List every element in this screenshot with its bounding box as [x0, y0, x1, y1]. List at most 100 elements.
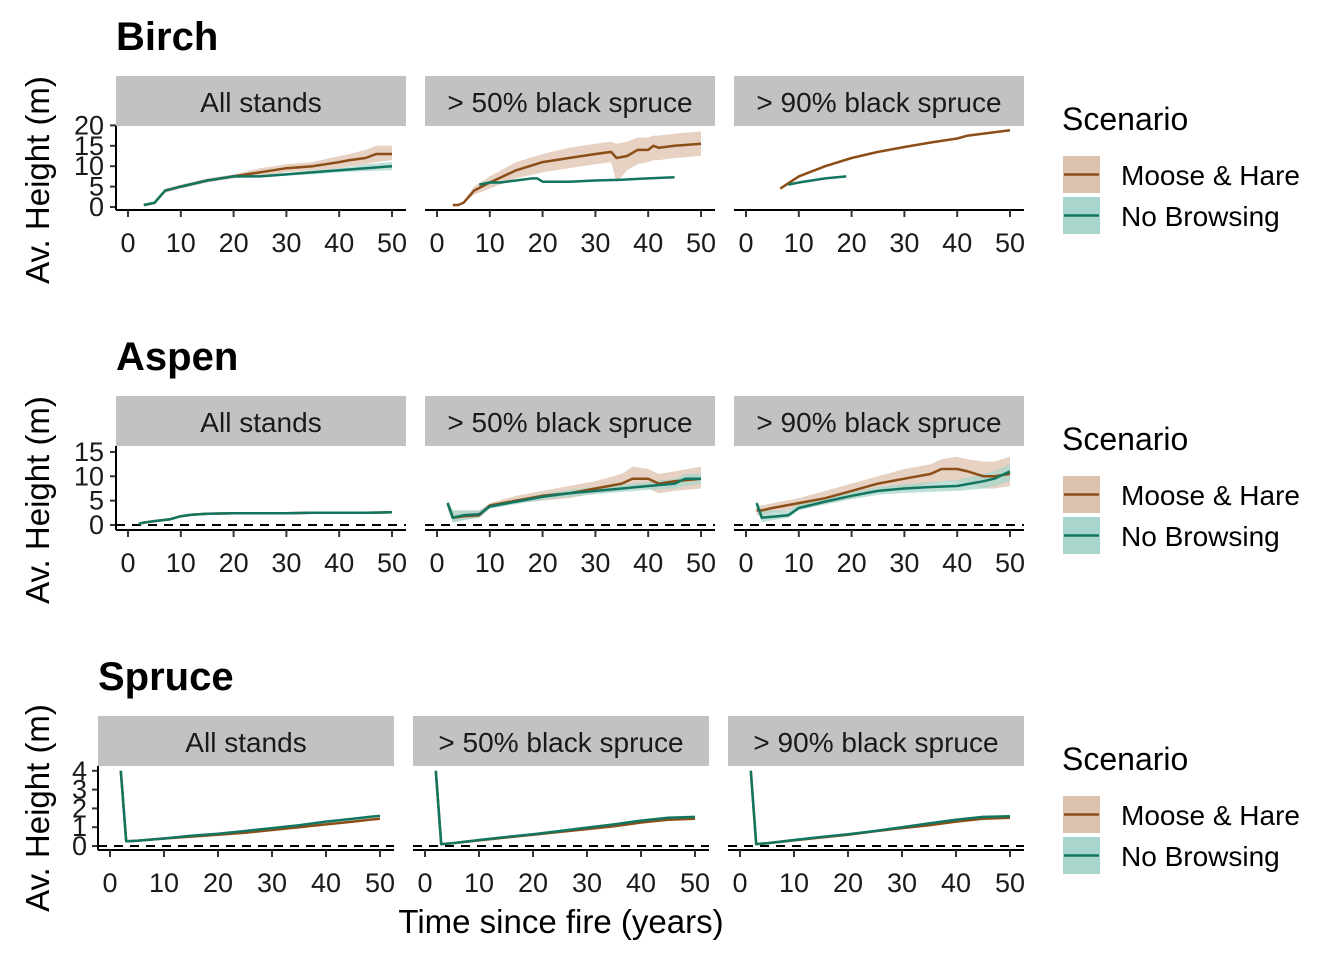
- x-tick-label: 30: [580, 548, 610, 578]
- facet-panel: All stands 0 10 20 30 40 50: [116, 396, 407, 578]
- facet-strip: [413, 716, 709, 766]
- legend-title: Scenario: [1062, 421, 1188, 457]
- x-tick-label: 40: [633, 548, 663, 578]
- chart-title: Aspen: [116, 335, 238, 379]
- plot-area: [728, 770, 1024, 847]
- x-tick-label: 10: [475, 228, 505, 258]
- legend-key: [1063, 517, 1100, 554]
- legend-key: [1063, 156, 1100, 193]
- x-tick-label: 40: [941, 868, 971, 898]
- legend-label: Moose & Hare: [1121, 480, 1300, 511]
- legend-label: Moose & Hare: [1121, 160, 1300, 191]
- series-line-no-browsing: [478, 175, 675, 186]
- y-axis-title: Av. Height (m): [19, 396, 56, 604]
- x-tick-label: 20: [837, 548, 867, 578]
- plot-area: [116, 511, 406, 526]
- x-tick-label: 50: [365, 868, 395, 898]
- x-tick-label: 20: [837, 228, 867, 258]
- facet-strip: [734, 396, 1024, 446]
- legend-label: No Browsing: [1121, 201, 1280, 232]
- x-tick-label: 20: [833, 868, 863, 898]
- facet-strip-label: > 50% black spruce: [438, 727, 683, 758]
- plot-area: [98, 770, 394, 847]
- legend-title: Scenario: [1062, 741, 1188, 777]
- confidence-band-no-browsing: [447, 473, 701, 523]
- legend: Scenario Moose & Hare No Browsing: [1062, 741, 1300, 874]
- x-tick-label: 50: [995, 228, 1025, 258]
- series-line-moose-hare: [756, 467, 1011, 512]
- x-tick-label: 0: [120, 548, 135, 578]
- x-tick-label: 50: [995, 548, 1025, 578]
- series-line-no-browsing: [446, 477, 701, 519]
- x-tick-label: 20: [219, 228, 249, 258]
- x-tick-label: 10: [779, 868, 809, 898]
- x-tick-label: 30: [257, 868, 287, 898]
- y-tick-label: 5: [89, 172, 104, 202]
- y-tick-label: 20: [74, 110, 104, 140]
- facet-panel: > 50% black spruce 0 10 20 30 40 50: [413, 716, 710, 898]
- facet-panel: > 90% black spruce 0 10 20 30 40 50: [734, 76, 1025, 258]
- legend-label: Moose & Hare: [1121, 800, 1300, 831]
- facet-strip-label: > 90% black spruce: [756, 87, 1001, 118]
- facet-strip: [425, 76, 715, 126]
- x-tick-label: 0: [738, 228, 753, 258]
- x-tick-label: 40: [324, 228, 354, 258]
- facet-panel: All stands 0 10 20 30 40 50: [116, 76, 407, 258]
- x-tick-label: 20: [219, 548, 249, 578]
- facet-strip: [116, 76, 406, 126]
- y-tick-label: 2: [72, 793, 87, 823]
- x-tick-label: 0: [120, 228, 135, 258]
- series-line-no-browsing: [755, 470, 1011, 519]
- x-tick-label: 0: [732, 868, 747, 898]
- y-tick-label: 0: [72, 831, 87, 861]
- facet-strip: [98, 716, 394, 766]
- plot-area: [413, 770, 709, 847]
- x-tick-label: 0: [417, 868, 432, 898]
- legend-key: [1063, 837, 1100, 874]
- facet-strip: [116, 396, 406, 446]
- x-tick-label: 30: [271, 228, 301, 258]
- plot-area: [143, 145, 393, 207]
- series-line-moose-hare: [779, 129, 1011, 190]
- x-tick-label: 40: [311, 868, 341, 898]
- x-tick-label: 20: [203, 868, 233, 898]
- y-tick-label: 1: [72, 812, 87, 842]
- y-tick-label: 15: [74, 131, 104, 161]
- x-tick-label: 0: [738, 548, 753, 578]
- series-line-moose-hare: [749, 770, 1011, 846]
- x-tick-label: 30: [271, 548, 301, 578]
- x-tick-label: 0: [102, 868, 117, 898]
- x-tick-label: 0: [429, 228, 444, 258]
- chart-title: Spruce: [98, 655, 234, 699]
- facet-strip: [728, 716, 1024, 766]
- y-tick-label: 15: [74, 437, 104, 467]
- x-tick-label: 50: [995, 868, 1025, 898]
- x-tick-label: 40: [942, 548, 972, 578]
- x-tick-label: 40: [324, 548, 354, 578]
- plot-area: [779, 129, 1011, 190]
- x-tick-label: 50: [377, 548, 407, 578]
- x-tick-label: 20: [528, 548, 558, 578]
- y-tick-label: 3: [72, 775, 87, 805]
- x-tick-label: 40: [633, 228, 663, 258]
- x-tick-label: 20: [528, 228, 558, 258]
- series-line-no-browsing: [749, 770, 1011, 846]
- facet-strip-label: > 50% black spruce: [447, 407, 692, 438]
- x-tick-label: 50: [686, 548, 716, 578]
- y-tick-label: 10: [74, 151, 104, 181]
- x-tick-label: 10: [784, 228, 814, 258]
- facet-panel: > 90% black spruce 0 10 20 30 40 50: [734, 396, 1025, 578]
- confidence-band-moose-hare: [143, 145, 392, 205]
- series-line-no-browsing: [138, 511, 393, 526]
- y-tick-label: 10: [74, 461, 104, 491]
- legend: Scenario Moose & Hare No Browsing: [1062, 421, 1300, 554]
- facet-strip: [734, 76, 1024, 126]
- x-tick-label: 50: [686, 228, 716, 258]
- legend-key: [1063, 197, 1100, 234]
- x-tick-label: 10: [149, 868, 179, 898]
- x-axis-title: Time since fire (years): [398, 903, 723, 940]
- series-line-no-browsing: [787, 175, 847, 186]
